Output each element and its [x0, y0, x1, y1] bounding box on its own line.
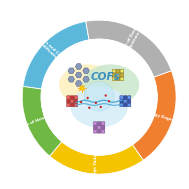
- Wedge shape: [50, 142, 143, 174]
- FancyBboxPatch shape: [93, 122, 97, 125]
- FancyBboxPatch shape: [101, 130, 105, 133]
- FancyBboxPatch shape: [101, 122, 105, 125]
- Circle shape: [80, 86, 84, 90]
- Circle shape: [100, 106, 102, 108]
- FancyBboxPatch shape: [67, 96, 70, 99]
- Circle shape: [95, 102, 97, 104]
- Wedge shape: [86, 20, 171, 77]
- FancyBboxPatch shape: [116, 77, 120, 81]
- FancyBboxPatch shape: [127, 103, 131, 107]
- Wedge shape: [22, 86, 62, 156]
- Wedge shape: [23, 21, 89, 89]
- Wedge shape: [132, 71, 176, 160]
- Text: Topology Engineering: Topology Engineering: [140, 108, 187, 127]
- Circle shape: [41, 39, 157, 155]
- FancyBboxPatch shape: [74, 96, 77, 99]
- Text: Construction of Heterojunctions: Construction of Heterojunctions: [2, 107, 70, 136]
- Ellipse shape: [70, 87, 128, 127]
- FancyBboxPatch shape: [93, 130, 97, 133]
- FancyBboxPatch shape: [127, 96, 131, 99]
- Circle shape: [105, 94, 107, 97]
- FancyBboxPatch shape: [116, 73, 120, 77]
- Ellipse shape: [59, 64, 116, 105]
- FancyBboxPatch shape: [74, 103, 77, 107]
- FancyBboxPatch shape: [124, 96, 127, 99]
- FancyBboxPatch shape: [120, 73, 124, 77]
- Circle shape: [88, 107, 91, 109]
- FancyBboxPatch shape: [120, 69, 124, 73]
- Circle shape: [108, 100, 110, 102]
- Text: Pristine COFs and Corresponding
Modifications: Pristine COFs and Corresponding Modifica…: [21, 21, 81, 79]
- FancyBboxPatch shape: [74, 100, 77, 103]
- FancyBboxPatch shape: [112, 69, 116, 73]
- FancyBboxPatch shape: [97, 122, 101, 125]
- FancyBboxPatch shape: [112, 77, 116, 81]
- FancyBboxPatch shape: [97, 130, 101, 133]
- FancyBboxPatch shape: [120, 103, 123, 107]
- FancyBboxPatch shape: [120, 100, 123, 103]
- FancyBboxPatch shape: [120, 77, 124, 81]
- Text: Construction of Donor-Acceptor
Systems: Construction of Donor-Acceptor Systems: [111, 6, 154, 72]
- FancyBboxPatch shape: [112, 73, 116, 77]
- FancyBboxPatch shape: [67, 103, 70, 107]
- FancyBboxPatch shape: [101, 126, 105, 129]
- FancyBboxPatch shape: [97, 126, 101, 129]
- Ellipse shape: [82, 64, 139, 105]
- Circle shape: [84, 82, 114, 111]
- Text: Linkage Tailoring: Linkage Tailoring: [93, 145, 99, 184]
- Circle shape: [87, 97, 89, 99]
- FancyBboxPatch shape: [127, 100, 131, 103]
- FancyBboxPatch shape: [124, 100, 127, 103]
- Circle shape: [80, 101, 82, 103]
- FancyBboxPatch shape: [124, 103, 127, 107]
- FancyBboxPatch shape: [120, 96, 123, 99]
- FancyBboxPatch shape: [67, 100, 70, 103]
- FancyBboxPatch shape: [116, 69, 120, 73]
- FancyBboxPatch shape: [70, 100, 74, 103]
- FancyBboxPatch shape: [70, 96, 74, 99]
- FancyBboxPatch shape: [70, 103, 74, 107]
- Text: COFs: COFs: [91, 72, 121, 82]
- FancyBboxPatch shape: [93, 126, 97, 129]
